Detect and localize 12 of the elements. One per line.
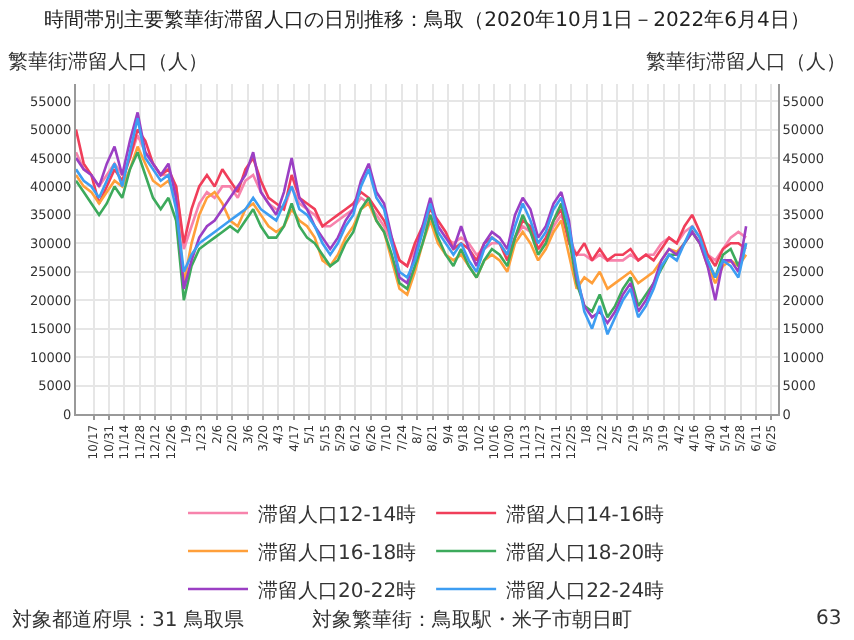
legend-label: 滞留人口16-18時 — [258, 540, 417, 565]
legend-label: 滞留人口14-16時 — [506, 502, 665, 527]
chart-title: 時間帯別主要繁華街滞留人口の日別推移：鳥取（2020年10月1日－2022年6月4日） — [44, 8, 810, 32]
y2-axis-title: 繁華街滞留人口（人） — [646, 50, 846, 74]
text: 63 — [816, 608, 842, 630]
legend-label: 滞留人口20-22時 — [258, 578, 417, 603]
text: 対象繁華街：鳥取駅・米子市朝日町 — [312, 608, 632, 632]
text: 対象都道府県：31 鳥取県 — [12, 608, 244, 632]
y-axis-title: 繁華街滞留人口（人） — [8, 50, 208, 74]
legend-label: 滞留人口22-24時 — [506, 578, 665, 603]
legend-label: 滞留人口18-20時 — [506, 540, 665, 565]
legend-label: 滞留人口12-14時 — [258, 502, 417, 527]
